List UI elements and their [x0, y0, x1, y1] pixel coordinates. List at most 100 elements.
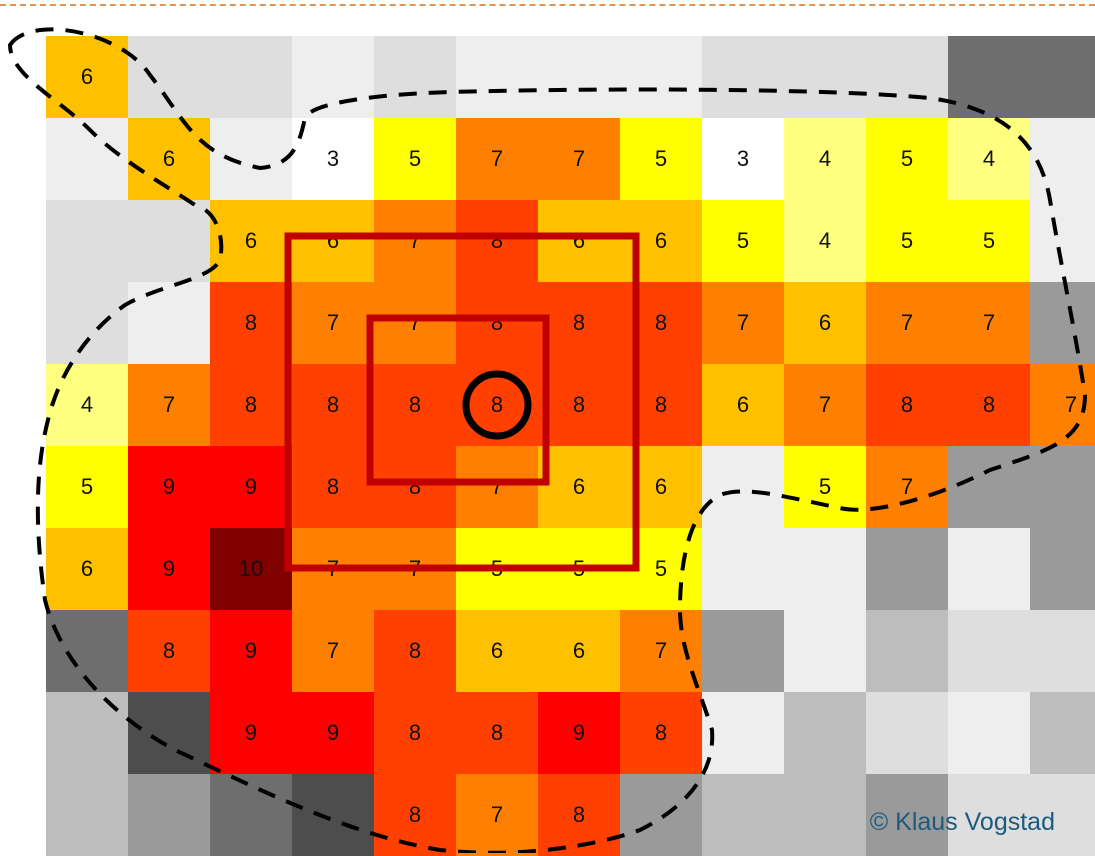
value-cell: 6	[46, 528, 128, 610]
value-cell: 5	[784, 446, 866, 528]
value-cell: 10	[210, 528, 292, 610]
value-cell: 7	[292, 282, 374, 364]
value-cell: 7	[374, 282, 456, 364]
empty-cell	[128, 692, 210, 774]
value-cell: 8	[210, 282, 292, 364]
value-cell: 6	[784, 282, 866, 364]
value-cell: 7	[538, 118, 620, 200]
empty-cell	[702, 36, 784, 118]
value-cell: 8	[866, 364, 948, 446]
top-dashed-border	[0, 4, 1095, 6]
empty-cell	[948, 528, 1030, 610]
value-cell: 8	[456, 282, 538, 364]
empty-cell	[128, 282, 210, 364]
value-cell: 6	[292, 200, 374, 282]
empty-cell	[702, 692, 784, 774]
value-cell: 8	[210, 364, 292, 446]
value-cell: 5	[374, 118, 456, 200]
value-cell: 4	[948, 118, 1030, 200]
value-cell: 8	[374, 364, 456, 446]
value-cell: 7	[948, 282, 1030, 364]
value-cell: 8	[374, 446, 456, 528]
value-cell: 7	[866, 446, 948, 528]
value-cell: 8	[538, 282, 620, 364]
empty-cell	[46, 610, 128, 692]
value-cell: 3	[702, 118, 784, 200]
value-cell: 8	[292, 446, 374, 528]
empty-cell	[784, 36, 866, 118]
value-cell: 9	[538, 692, 620, 774]
value-cell: 8	[374, 692, 456, 774]
empty-cell	[620, 36, 702, 118]
value-cell: 7	[292, 610, 374, 692]
value-cell: 6	[46, 36, 128, 118]
value-cell: 9	[128, 528, 210, 610]
value-cell: 8	[948, 364, 1030, 446]
empty-cell	[1030, 36, 1095, 118]
empty-cell	[1030, 200, 1095, 282]
value-cell: 5	[456, 528, 538, 610]
value-cell: 3	[292, 118, 374, 200]
value-cell: 7	[456, 118, 538, 200]
empty-cell	[784, 774, 866, 856]
empty-cell	[1030, 610, 1095, 692]
value-cell: 6	[128, 118, 210, 200]
value-cell: 7	[620, 610, 702, 692]
copyright-label: © Klaus Vogstad	[869, 808, 1055, 836]
empty-cell	[702, 446, 784, 528]
empty-cell	[46, 118, 128, 200]
value-cell: 7	[292, 528, 374, 610]
value-cell: 4	[784, 118, 866, 200]
empty-cell	[866, 692, 948, 774]
value-cell: 5	[46, 446, 128, 528]
value-cell: 9	[128, 446, 210, 528]
empty-cell	[128, 200, 210, 282]
empty-cell	[702, 610, 784, 692]
value-cell: 8	[374, 610, 456, 692]
value-cell: 6	[620, 446, 702, 528]
value-cell: 8	[456, 200, 538, 282]
value-cell: 7	[1030, 364, 1095, 446]
empty-cell	[784, 610, 866, 692]
empty-cell	[1030, 692, 1095, 774]
value-cell: 5	[538, 528, 620, 610]
empty-cell	[46, 774, 128, 856]
value-cell: 6	[538, 446, 620, 528]
empty-cell	[948, 692, 1030, 774]
value-cell: 7	[374, 528, 456, 610]
value-cell: 7	[456, 446, 538, 528]
value-cell: 6	[210, 200, 292, 282]
empty-cell	[46, 282, 128, 364]
value-cell: 9	[210, 692, 292, 774]
value-cell: 7	[866, 282, 948, 364]
empty-cell	[866, 36, 948, 118]
empty-cell	[292, 774, 374, 856]
value-cell: 8	[292, 364, 374, 446]
empty-cell	[292, 36, 374, 118]
value-cell: 8	[456, 692, 538, 774]
value-cell: 6	[620, 200, 702, 282]
empty-cell	[456, 36, 538, 118]
value-cell: 7	[456, 774, 538, 856]
value-cell: 8	[538, 364, 620, 446]
value-cell: 7	[784, 364, 866, 446]
value-cell: 8	[128, 610, 210, 692]
value-cell: 5	[866, 200, 948, 282]
value-cell: 6	[538, 610, 620, 692]
value-cell: 8	[538, 774, 620, 856]
value-cell: 5	[702, 200, 784, 282]
empty-cell	[948, 610, 1030, 692]
empty-cell	[1030, 282, 1095, 364]
value-cell: 7	[374, 200, 456, 282]
value-cell: 4	[784, 200, 866, 282]
value-cell: 9	[210, 446, 292, 528]
empty-cell	[784, 528, 866, 610]
empty-cell	[210, 118, 292, 200]
value-cell: 6	[538, 200, 620, 282]
value-cell: 5	[866, 118, 948, 200]
empty-cell	[210, 774, 292, 856]
empty-cell	[374, 36, 456, 118]
value-cell: 7	[702, 282, 784, 364]
value-cell: 5	[620, 118, 702, 200]
